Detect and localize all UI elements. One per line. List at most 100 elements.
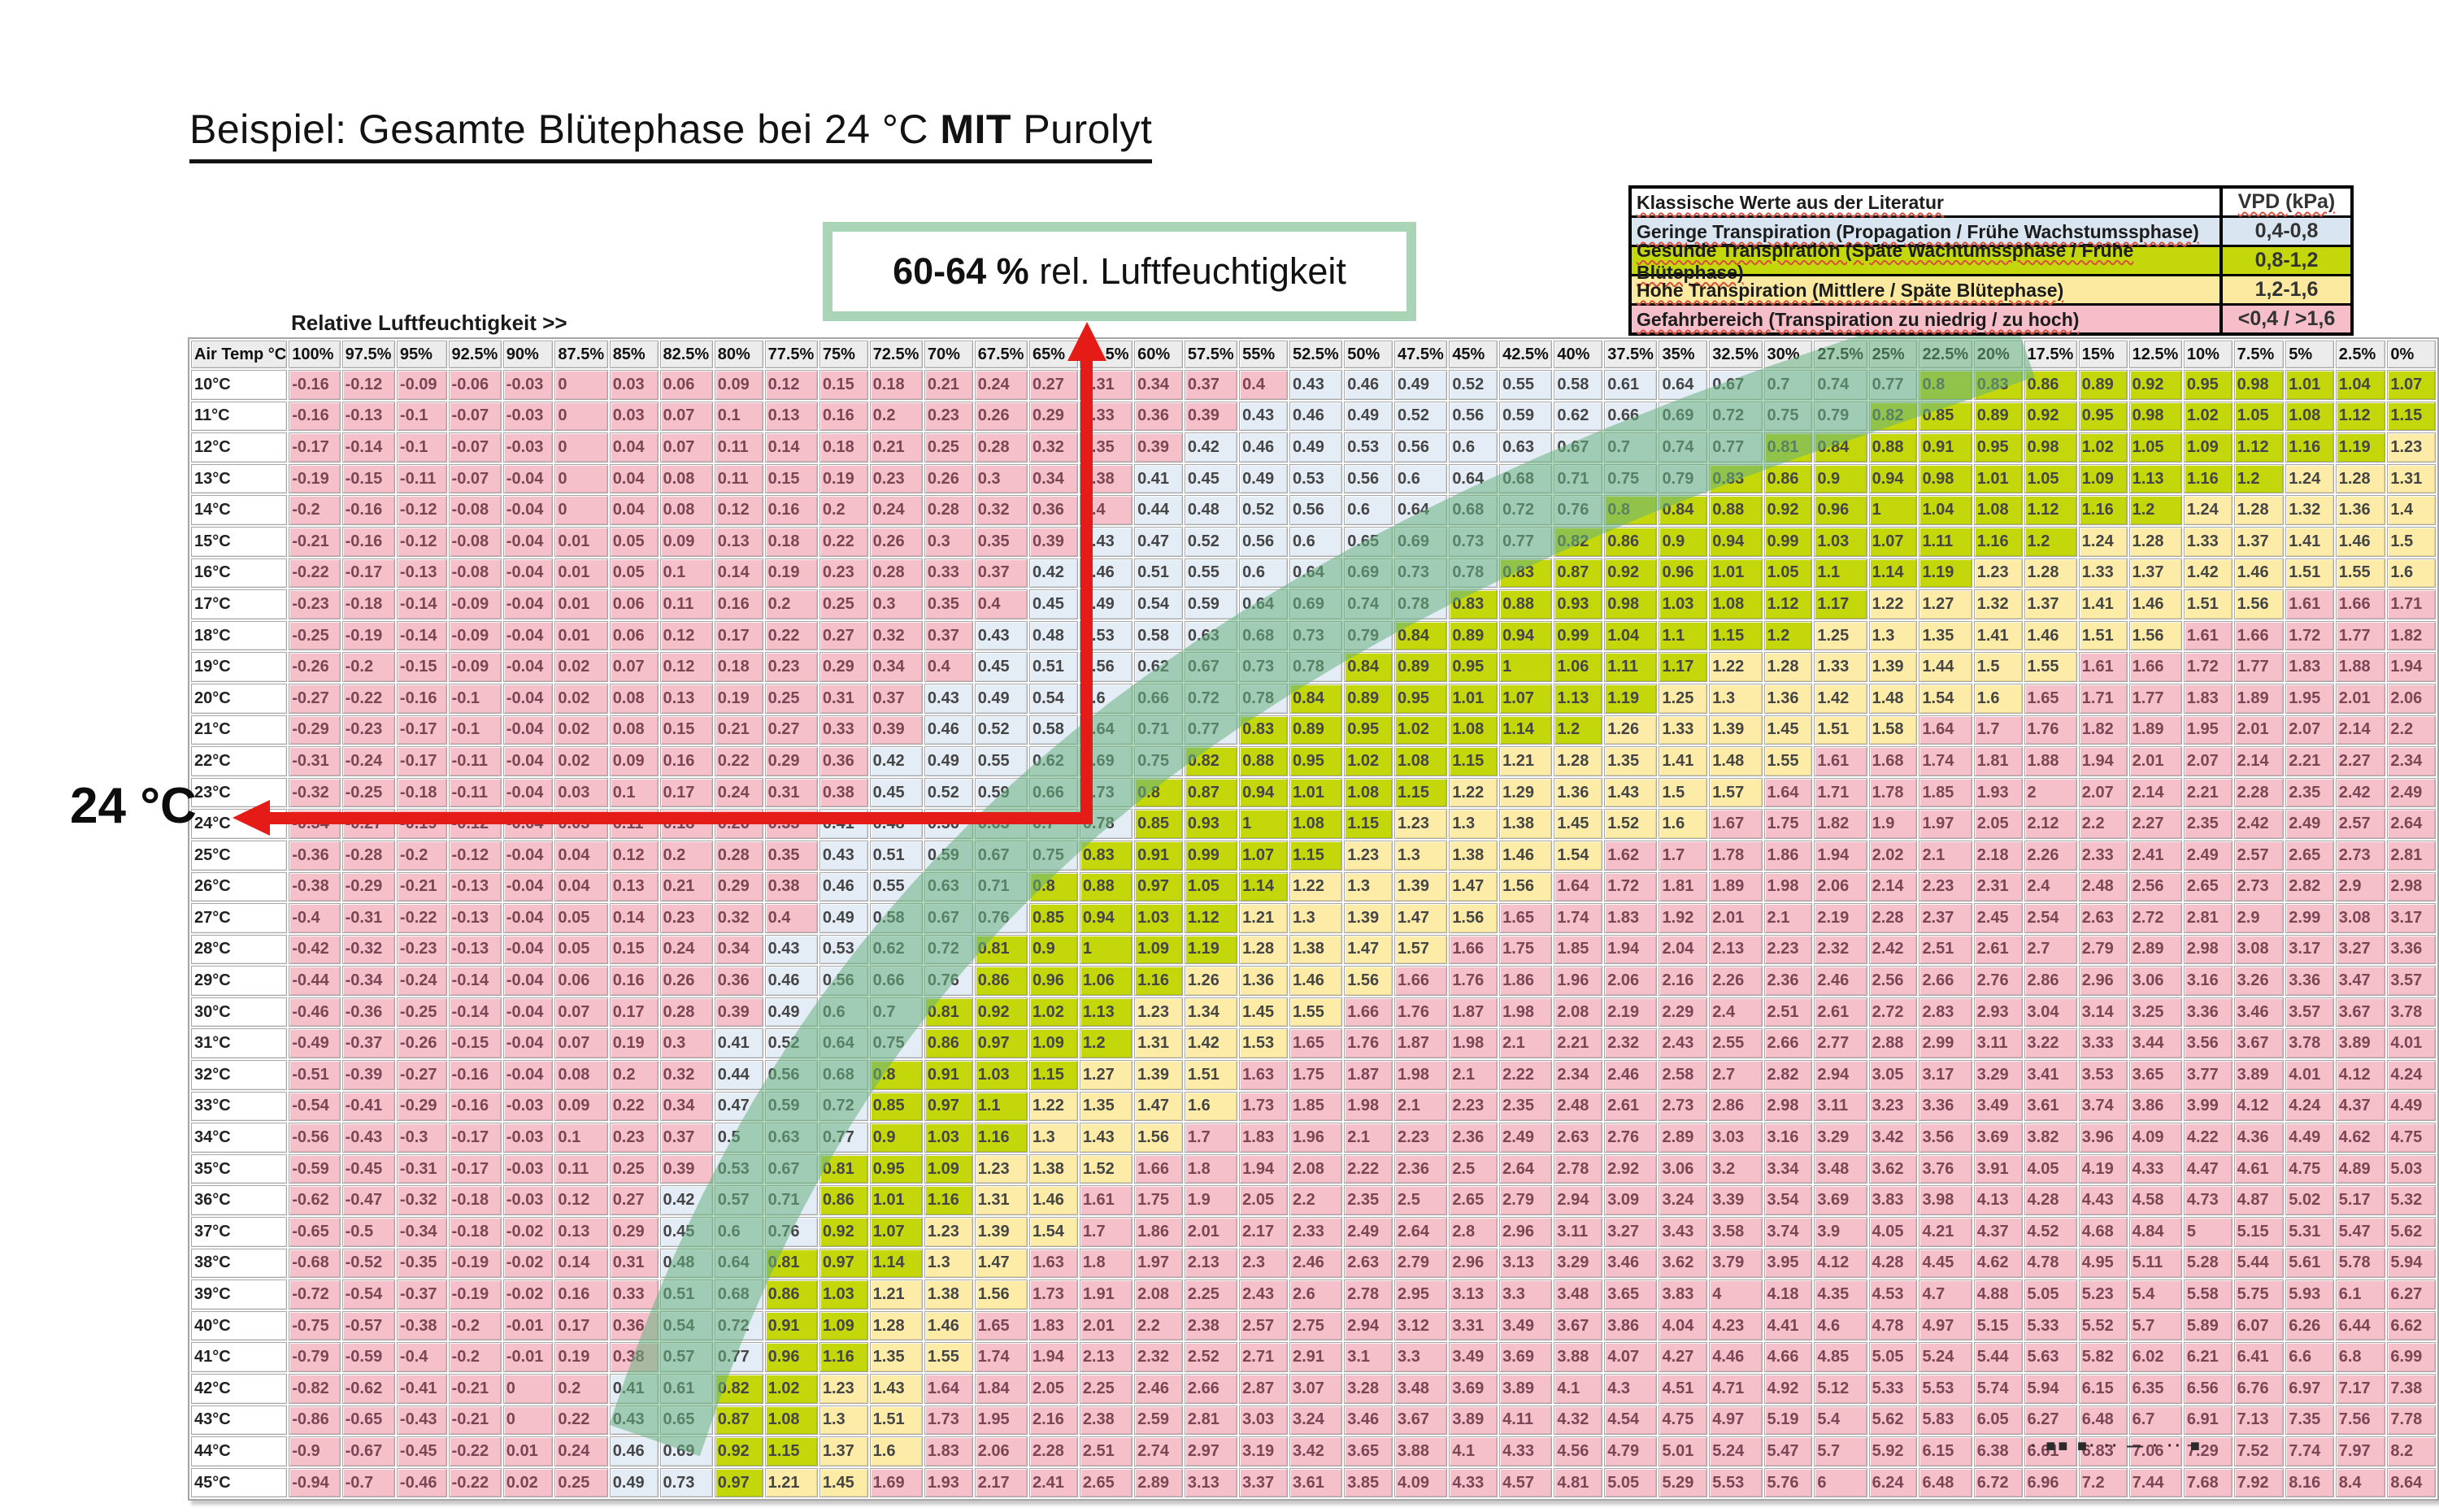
vpd-cell: 0.72	[714, 1310, 763, 1341]
vpd-cell: -0.04	[502, 1060, 554, 1090]
vpd-cell: 3.49	[1449, 1342, 1498, 1372]
vpd-cell: 1.51	[2285, 558, 2334, 589]
vpd-cell: 0.46	[1289, 401, 1343, 432]
vpd-cell: 0.17	[609, 997, 659, 1028]
vpd-cell: -0.18	[396, 777, 447, 808]
vpd-cell: 1.73	[1239, 1091, 1288, 1122]
vpd-cell: 0.6	[1449, 432, 1498, 463]
humidity-header-cell: 32.5%	[1709, 341, 1763, 368]
vpd-cell: 1.21	[1499, 746, 1553, 776]
vpd-cell: 0.26	[869, 526, 923, 557]
vpd-cell: -0.82	[289, 1374, 341, 1404]
vpd-cell: -0.03	[502, 1123, 554, 1153]
vpd-cell: 0.28	[869, 558, 923, 589]
vpd-cell: 4.58	[2128, 1185, 2182, 1216]
vpd-cell: 1.23	[924, 1217, 973, 1247]
vpd-cell: 2.66	[1184, 1374, 1238, 1404]
vpd-cell: 1.07	[1239, 840, 1288, 871]
vpd-cell: -0.04	[502, 620, 554, 651]
vpd-cell: 4.35	[1814, 1280, 1867, 1310]
humidity-header-cell: 12.5%	[2128, 341, 2182, 368]
vpd-cell: 1.74	[1554, 903, 1603, 933]
vpd-cell: 1.14	[869, 1248, 923, 1279]
vpd-cell: 1.09	[819, 1310, 868, 1341]
vpd-cell: 1.1	[1659, 620, 1708, 651]
vpd-cell: 1.38	[1289, 934, 1343, 965]
vpd-cell: 3.47	[2335, 966, 2386, 996]
humidity-header-cell: 90%	[502, 341, 554, 368]
vpd-cell: 1.4	[2387, 495, 2436, 525]
vpd-cell: 1.1	[974, 1091, 1028, 1122]
vpd-cell: 4.51	[1659, 1374, 1708, 1404]
vpd-cell: 0.52	[1449, 370, 1498, 400]
vpd-cell: -0.09	[448, 620, 502, 651]
temp-cell: 38°C	[191, 1248, 288, 1279]
vpd-cell: 2.14	[2233, 746, 2285, 776]
vpd-cell: -0.68	[289, 1248, 341, 1279]
vpd-cell: 2.07	[2183, 746, 2232, 776]
humidity-header-cell: 35%	[1659, 341, 1708, 368]
vpd-cell: 0.12	[714, 495, 763, 525]
vpd-cell: 5.4	[2128, 1280, 2182, 1310]
vpd-cell: 0.16	[714, 589, 763, 619]
vpd-cell: -0.2	[448, 1342, 502, 1372]
vpd-cell: -0.37	[396, 1280, 447, 1310]
vpd-cell: 1.47	[974, 1248, 1028, 1279]
humidity-header-cell: 87.5%	[554, 341, 608, 368]
legend-row: Geringe Transpiration (Propagation / Frü…	[1632, 215, 2350, 245]
vpd-cell: 4.95	[2078, 1248, 2128, 1279]
vpd-cell: 1.83	[1029, 1310, 1078, 1341]
vpd-cell: 1.71	[1814, 777, 1867, 808]
vpd-cell: 3.56	[1919, 1123, 1972, 1153]
vpd-cell: 1.55	[924, 1342, 973, 1372]
vpd-cell: 2.48	[2078, 871, 2128, 902]
vpd-cell: 1.72	[2285, 620, 2334, 651]
vpd-cell: 0.44	[1134, 495, 1183, 525]
temp-cell: 12°C	[191, 432, 288, 463]
vpd-cell: 0.41	[714, 1028, 763, 1059]
vpd-cell: 0.77	[1499, 526, 1553, 557]
vpd-cell: -0.17	[396, 715, 447, 745]
vpd-cell: 0.56	[1239, 526, 1288, 557]
vpd-cell: 3.61	[2024, 1091, 2077, 1122]
vpd-cell: 1.63	[1029, 1248, 1078, 1279]
vpd-cell: 6.41	[2233, 1342, 2285, 1372]
vpd-cell: 1.11	[1919, 526, 1972, 557]
vpd-cell: 0.49	[764, 997, 818, 1028]
vpd-cell: 1.58	[1868, 715, 1918, 745]
vpd-cell: 4.07	[1604, 1342, 1658, 1372]
vpd-cell: 7.2	[2078, 1467, 2128, 1498]
vpd-cell: -0.17	[396, 746, 447, 776]
vpd-cell: 0.11	[714, 432, 763, 463]
vpd-cell: 4.84	[2128, 1217, 2182, 1247]
vpd-cell: 0.7	[1604, 432, 1658, 463]
vpd-cell: -0.29	[341, 871, 395, 902]
vpd-cell: 0.96	[1814, 495, 1867, 525]
vpd-cell: 4.85	[1814, 1342, 1867, 1372]
vpd-cell: 0.2	[554, 1374, 608, 1404]
vpd-cell: 3.17	[2387, 903, 2436, 933]
vpd-cell: 0.85	[869, 1091, 923, 1122]
vpd-cell: -0.31	[396, 1154, 447, 1184]
vpd-cell: 2.32	[1134, 1342, 1183, 1372]
vpd-cell: -0.32	[289, 777, 341, 808]
vpd-cell: -0.28	[341, 840, 395, 871]
vpd-cell: 1.77	[2233, 652, 2285, 682]
vpd-cell: 0.73	[659, 1467, 713, 1498]
vpd-cell: 0.96	[1029, 966, 1078, 996]
vpd-cell: 0.45	[1184, 463, 1238, 494]
vpd-cell: 3.83	[1868, 1185, 1918, 1216]
vpd-cell: 1.12	[1763, 589, 1813, 619]
vpd-cell: 0.67	[764, 1154, 818, 1184]
vpd-cell: 1.07	[869, 1217, 923, 1247]
vpd-cell: -0.16	[448, 1060, 502, 1090]
vpd-cell: -0.22	[448, 1467, 502, 1498]
vpd-cell: 1.36	[1239, 966, 1288, 996]
vpd-cell: 3.78	[2285, 1028, 2334, 1059]
vpd-cell: 0.47	[714, 1091, 763, 1122]
vpd-cell: 3.54	[1763, 1185, 1813, 1216]
vpd-cell: -0.75	[289, 1310, 341, 1341]
vpd-cell: 1.71	[2078, 683, 2128, 714]
vpd-cell: 2.99	[2285, 903, 2334, 933]
vpd-cell: 2.79	[1394, 1248, 1448, 1279]
